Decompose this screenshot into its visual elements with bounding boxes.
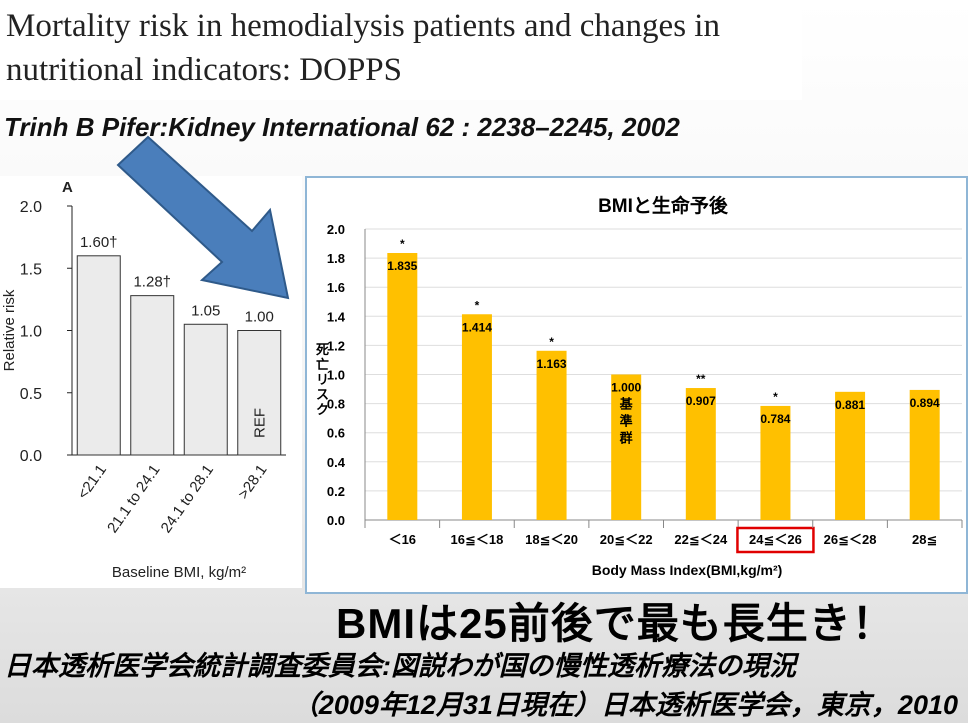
bar-value-label: 1.163 <box>537 357 567 371</box>
x-tick-label: >28.1 <box>235 462 271 503</box>
y-axis-label: 死亡リスク <box>316 342 329 417</box>
y-tick-label: 1.5 <box>20 261 42 278</box>
y-tick-label: 1.0 <box>20 324 42 341</box>
y-tick-label: 0.5 <box>20 386 42 403</box>
source-line1: 日本透析医学会統計調査委員会:図説わが国の慢性透析療法の現況 <box>4 651 796 681</box>
x-tick-label: 16≦＜18 <box>451 532 504 547</box>
y-tick-label: 0.2 <box>327 484 345 499</box>
bar <box>387 253 418 520</box>
bar <box>76 255 121 456</box>
jsdt-chart-panel: BMIと生命予後 0.0 0.2 0.4 0.6 0.8 1.0 1.2 1.4 1.6 1.8 2.… <box>305 176 968 594</box>
significance-mark: * <box>549 335 554 349</box>
significance-mark: ** <box>696 372 706 386</box>
significance-mark: * <box>400 237 405 251</box>
significance-mark: * <box>773 390 778 404</box>
bar-value-label: 1.835 <box>387 259 417 273</box>
chart-title: BMIと生命予後 <box>598 194 729 217</box>
x-axis-label: Body Mass Index(BMI,kg/m²) <box>592 562 783 578</box>
y-tick-label: 0.0 <box>327 513 345 528</box>
reference-label: REF <box>251 408 268 438</box>
y-axis-label: Relative risk <box>1 289 18 371</box>
y-tick-label: 0.6 <box>327 426 345 441</box>
bar <box>183 323 228 456</box>
y-tick-label: 2.0 <box>20 199 42 216</box>
bar-value-label: 1.05 <box>191 302 220 319</box>
title-box: Mortality risk in hemodialysis patients … <box>0 0 802 100</box>
x-tick-label: 22≦＜24 <box>674 532 728 547</box>
y-tick-label: 0.0 <box>20 448 42 465</box>
x-tick-label: 24≦＜26 <box>749 532 802 547</box>
x-axis-label: Baseline BMI, kg/m² <box>112 564 246 581</box>
y-tick-label: 2.0 <box>327 222 345 237</box>
slide-title-line2: nutritional indicators: DOPPS <box>6 52 402 88</box>
jsdt-bar-chart: BMIと生命予後 0.0 0.2 0.4 0.6 0.8 1.0 1.2 1.4 1.6 1.8 2.… <box>316 194 963 578</box>
source-line2: （2009年12月31日現在）日本透析医学会，東京，2010 <box>291 690 958 720</box>
x-tick-label: <21.1 <box>74 462 110 503</box>
x-tick-label: 28≦ <box>912 532 937 547</box>
headline: BMIは25前後で最も長生き！ <box>336 600 895 647</box>
y-tick-label: 1.2 <box>327 338 345 353</box>
x-tick-label: 24.1 to 28.1 <box>158 462 217 537</box>
highlight-box <box>736 526 815 554</box>
y-tick-label: 1.0 <box>327 368 345 383</box>
bar-value-label: 0.907 <box>686 394 716 408</box>
y-tick-label: 1.6 <box>327 280 345 295</box>
x-tick-label: 20≦＜22 <box>600 532 653 547</box>
bar-value-label: 1.28† <box>133 274 171 291</box>
x-tick-label: 21.1 to 24.1 <box>104 462 163 537</box>
bar <box>130 295 175 456</box>
bar <box>237 330 282 456</box>
y-tick-label: 1.4 <box>327 309 346 324</box>
x-tick-label: 18≦＜20 <box>525 532 578 547</box>
bar <box>760 405 791 520</box>
bar-value-label: 1.60† <box>80 234 118 251</box>
bar-value-label: 1.414 <box>462 320 492 334</box>
bar <box>611 374 642 520</box>
y-tick-label: 1.8 <box>327 251 345 266</box>
bar <box>909 389 940 520</box>
bar <box>685 388 716 520</box>
slide-title-line1: Mortality risk in hemodialysis patients … <box>6 8 720 44</box>
bar-value-label: 1.000 <box>611 381 641 395</box>
x-tick-label: ＜16 <box>389 532 416 547</box>
citation: Trinh B Pifer:Kidney International 62 : … <box>4 112 680 142</box>
dopps-bar-chart: A 0.0 0.5 1.0 1.5 2.0 Relative risk 1.60† <21.1 1… <box>1 179 286 581</box>
y-tick-label: 0.4 <box>327 455 346 470</box>
bar-value-label: 0.881 <box>835 398 865 412</box>
bar-value-label: 0.784 <box>760 412 790 426</box>
bar <box>536 350 567 520</box>
bar-value-label: 0.894 <box>910 396 940 410</box>
significance-mark: * <box>475 298 480 312</box>
bar <box>461 314 492 520</box>
reference-label: 基準群 <box>619 397 634 446</box>
dopps-chart-panel: A 0.0 0.5 1.0 1.5 2.0 Relative risk 1.60† <21.1 1… <box>0 176 302 588</box>
bar-value-label: 1.00 <box>245 309 274 326</box>
panel-label: A <box>62 179 73 196</box>
y-tick-label: 0.8 <box>327 397 345 412</box>
x-tick-label: 26≦＜28 <box>824 532 877 547</box>
bar <box>835 391 866 520</box>
